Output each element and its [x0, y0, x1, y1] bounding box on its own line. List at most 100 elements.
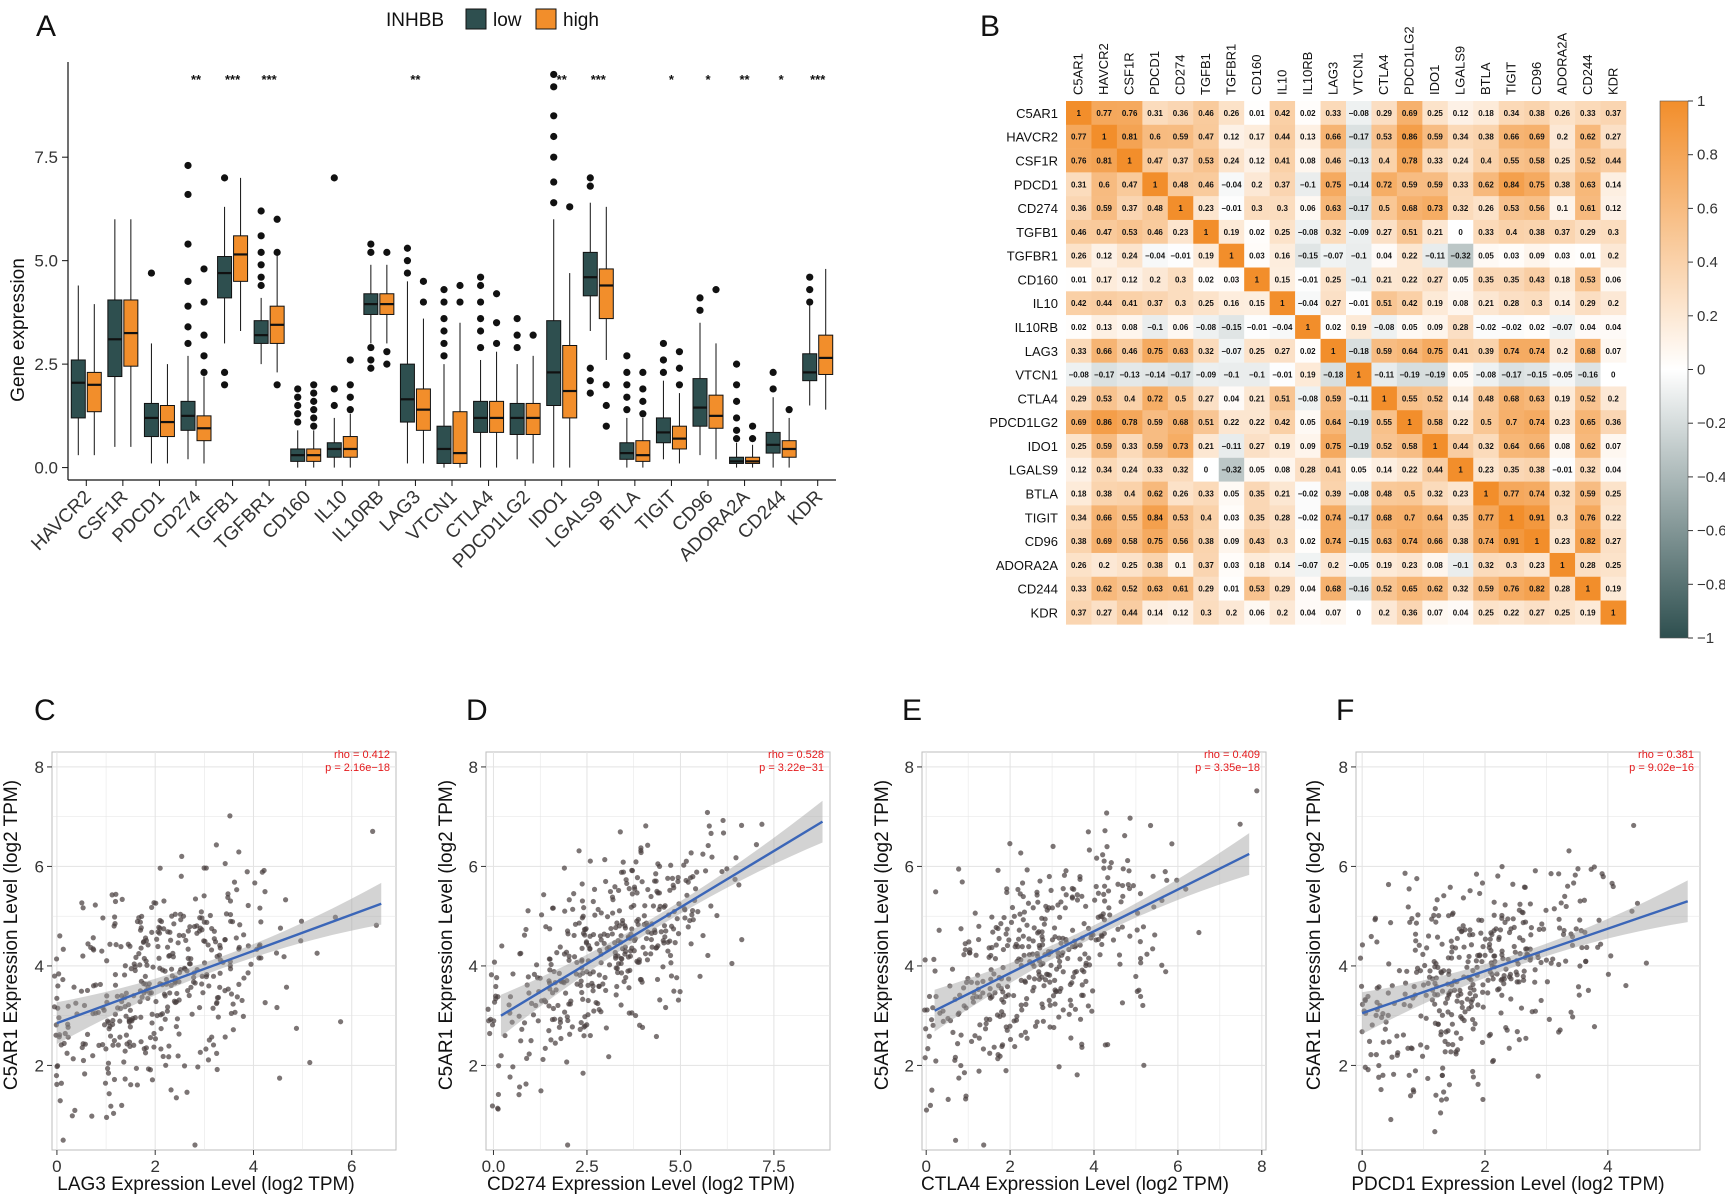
scatter-point — [1005, 992, 1012, 998]
heatmap-cell — [1346, 434, 1372, 459]
scatter-point — [625, 968, 631, 974]
heatmap-cell — [1498, 552, 1525, 578]
scatter-point — [922, 1055, 928, 1061]
heatmap-cell-value: 0.25 — [1122, 561, 1138, 570]
scatter-point — [160, 1053, 166, 1060]
scatter-point — [137, 919, 143, 925]
heatmap-cell — [1600, 267, 1627, 292]
scatter-point — [257, 942, 263, 948]
scatter-point — [169, 973, 175, 979]
heatmap-cell-value: 0.36 — [1402, 608, 1418, 617]
scatter-point — [1073, 968, 1080, 975]
heatmap-cell — [1498, 219, 1525, 245]
outlier-point — [550, 178, 558, 186]
scatter-point — [1085, 1003, 1091, 1009]
scatter-point — [183, 937, 189, 943]
y-tick-label: 2 — [469, 1056, 478, 1075]
scatter-point — [149, 929, 155, 935]
scatter-point — [961, 1070, 968, 1076]
scatter-point — [1458, 1035, 1464, 1042]
heatmap-cell-value: 0.14 — [1605, 180, 1621, 189]
scatter-point — [103, 1046, 109, 1052]
heatmap-cell-value: 0.68 — [1504, 394, 1520, 403]
heatmap-cell — [1447, 315, 1474, 340]
heatmap-cell-value: −0.19 — [1349, 442, 1370, 451]
scatter-point — [528, 1038, 534, 1044]
heatmap-cell — [1142, 148, 1169, 173]
heatmap-cell-value: 0.62 — [1147, 489, 1163, 498]
scatter-point — [1439, 941, 1445, 947]
heatmap-cell-value: 0.24 — [1122, 252, 1138, 261]
heatmap-cell-value: 0.84 — [1147, 513, 1163, 522]
heatmap-cell — [1600, 576, 1627, 601]
scatter-point — [579, 945, 585, 951]
heatmap-cell — [1142, 434, 1169, 459]
heatmap-cell — [1142, 529, 1169, 554]
heatmap-cell — [1346, 172, 1372, 197]
scatter-point — [958, 1062, 964, 1069]
scatter-point — [1487, 1031, 1493, 1037]
heatmap-cell-value: 0.24 — [1122, 466, 1138, 475]
scatter-point — [82, 1041, 88, 1047]
heatmap-cell-value: 0.74 — [1325, 537, 1341, 546]
scatter-point — [1540, 926, 1547, 932]
heatmap-cell-value: 0.2 — [1251, 180, 1263, 189]
heatmap-cell-value: 0.25 — [1427, 109, 1443, 118]
heatmap-cell — [1142, 219, 1169, 245]
scatter-point — [1568, 931, 1574, 937]
scatter-point — [1022, 979, 1028, 985]
x-tick-label: 2.5 — [575, 1157, 599, 1176]
scatter-point — [1563, 903, 1569, 910]
heatmap-cell — [1244, 101, 1270, 126]
heatmap-col-label: BTLA — [1478, 62, 1493, 95]
heatmap-cell — [1447, 291, 1474, 316]
heatmap-cell — [1346, 600, 1372, 625]
heatmap-cell-value: 0.38 — [1453, 537, 1469, 546]
heatmap-cell-value: −0.01 — [1349, 299, 1370, 308]
scatter-point — [178, 967, 184, 973]
heatmap-cell — [1422, 172, 1449, 197]
scatter-point — [1489, 971, 1495, 978]
heatmap-cell — [1320, 267, 1347, 292]
heatmap-cell — [1066, 481, 1092, 506]
heatmap-cell — [1116, 600, 1143, 625]
scatter-point — [562, 990, 569, 996]
heatmap-cell-value: 0.3 — [1175, 299, 1187, 308]
scatter-point — [126, 1039, 133, 1045]
scatter-point — [489, 1103, 496, 1109]
scatter-point — [1074, 892, 1080, 898]
scatter-point — [1450, 1042, 1456, 1048]
scatter-point — [652, 929, 658, 936]
scatter-point — [616, 908, 623, 914]
scatter-point — [572, 921, 579, 927]
scatter-point — [103, 1114, 110, 1120]
panel-c-ylabel: C5AR1 Expression Level (log2 TPM) — [1, 780, 22, 1090]
heatmap-cell-value: 0.62 — [1096, 585, 1112, 594]
heatmap-cell-value: 0.27 — [1096, 608, 1112, 617]
scatter-point — [1374, 985, 1380, 991]
outlier-point — [769, 368, 777, 376]
scatter-point — [122, 1048, 128, 1054]
heatmap-cell — [1244, 552, 1270, 578]
heatmap-cell-value: −0.17 — [1094, 371, 1115, 380]
heatmap-cell-value: 0.08 — [1453, 299, 1469, 308]
scatter-point — [702, 868, 709, 874]
scatter-point — [153, 900, 159, 906]
heatmap-cell — [1116, 362, 1143, 387]
outlier-point — [273, 248, 281, 256]
scatter-point — [1571, 880, 1577, 886]
heatmap-cell — [1295, 315, 1321, 340]
scatter-point — [245, 970, 251, 976]
scatter-point — [1048, 962, 1054, 968]
scatter-point — [1059, 952, 1065, 958]
scatter-point — [1106, 905, 1112, 911]
heatmap-cell-value: 0.66 — [1427, 537, 1443, 546]
scatter-point — [1582, 929, 1588, 935]
heatmap-cell-value: 0.86 — [1402, 133, 1418, 142]
outlier-point — [492, 339, 501, 348]
heatmap-cell — [1396, 457, 1423, 482]
heatmap-cell-value: 0.53 — [1122, 228, 1138, 237]
heatmap-cell-value: 0.14 — [1275, 561, 1291, 570]
scatter-point — [1449, 949, 1455, 955]
heatmap-cell — [1091, 315, 1118, 340]
